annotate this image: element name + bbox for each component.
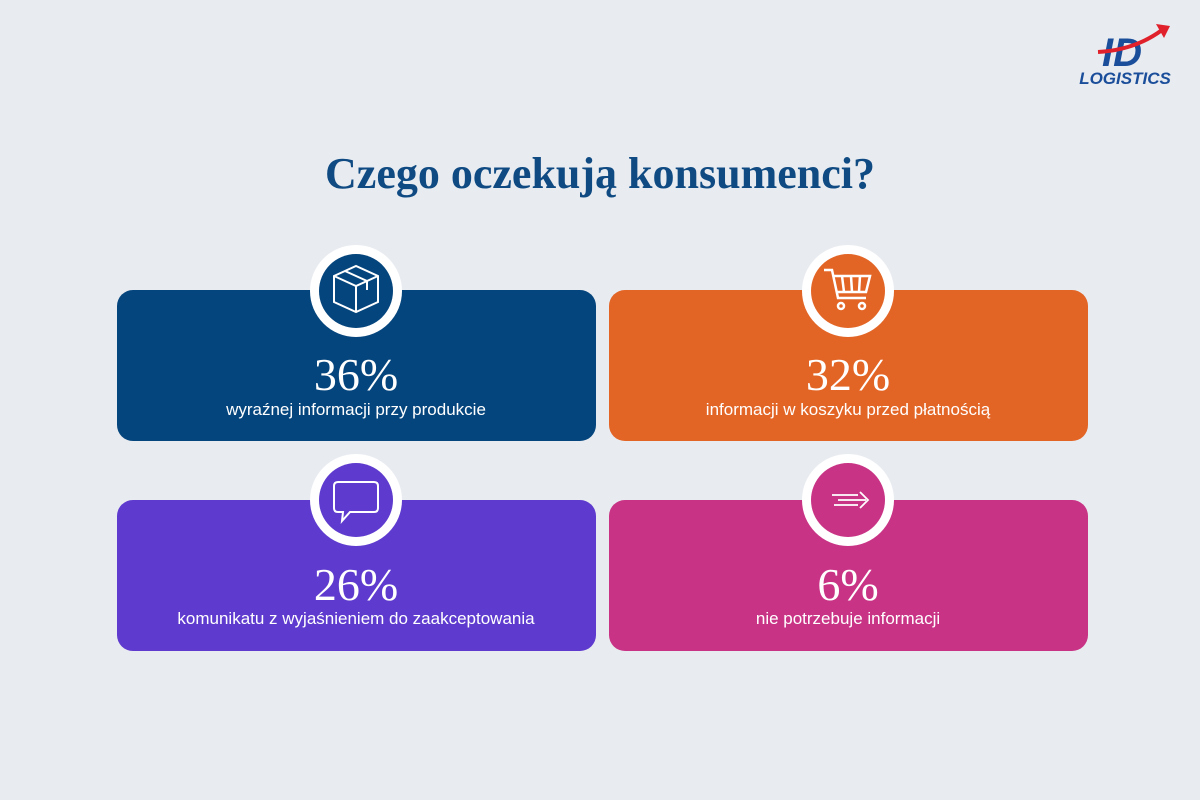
card: 36% wyraźnej informacji przy produkcie [117, 245, 596, 441]
box-icon [333, 264, 379, 314]
card-label: nie potrzebuje informacji [756, 609, 940, 628]
card-value: 36% [314, 349, 398, 400]
title: Czego oczekują konsumenci? [325, 149, 875, 198]
card: 6% nie potrzebuje informacji [609, 454, 1088, 651]
icon-circle [319, 463, 393, 537]
card-bg [117, 290, 596, 441]
card-label: informacji w koszyku przed płatnością [706, 400, 991, 419]
chat-icon [333, 481, 379, 525]
cart-icon [824, 268, 872, 311]
logo-name: LOGISTICS [1079, 69, 1171, 88]
logo-arrow [1097, 28, 1164, 54]
card-bg [609, 500, 1088, 651]
logo: ID LOGISTICS [1079, 24, 1171, 88]
card-label: wyraźnej informacji przy produkcie [225, 400, 486, 419]
card-bg [609, 290, 1088, 441]
card: 32% informacji w koszyku przed płatności… [609, 245, 1088, 441]
card-label: komunikatu z wyjaśnieniem do zaakceptowa… [177, 609, 535, 628]
card: 26% komunikatu z wyjaśnieniem do zaakcep… [117, 454, 596, 651]
logo-arrowhead [1156, 24, 1170, 38]
card-value: 26% [314, 559, 398, 610]
card-value: 32% [806, 349, 890, 400]
card-value: 6% [817, 559, 878, 610]
card-bg [117, 500, 596, 651]
fast-icon [832, 491, 870, 509]
